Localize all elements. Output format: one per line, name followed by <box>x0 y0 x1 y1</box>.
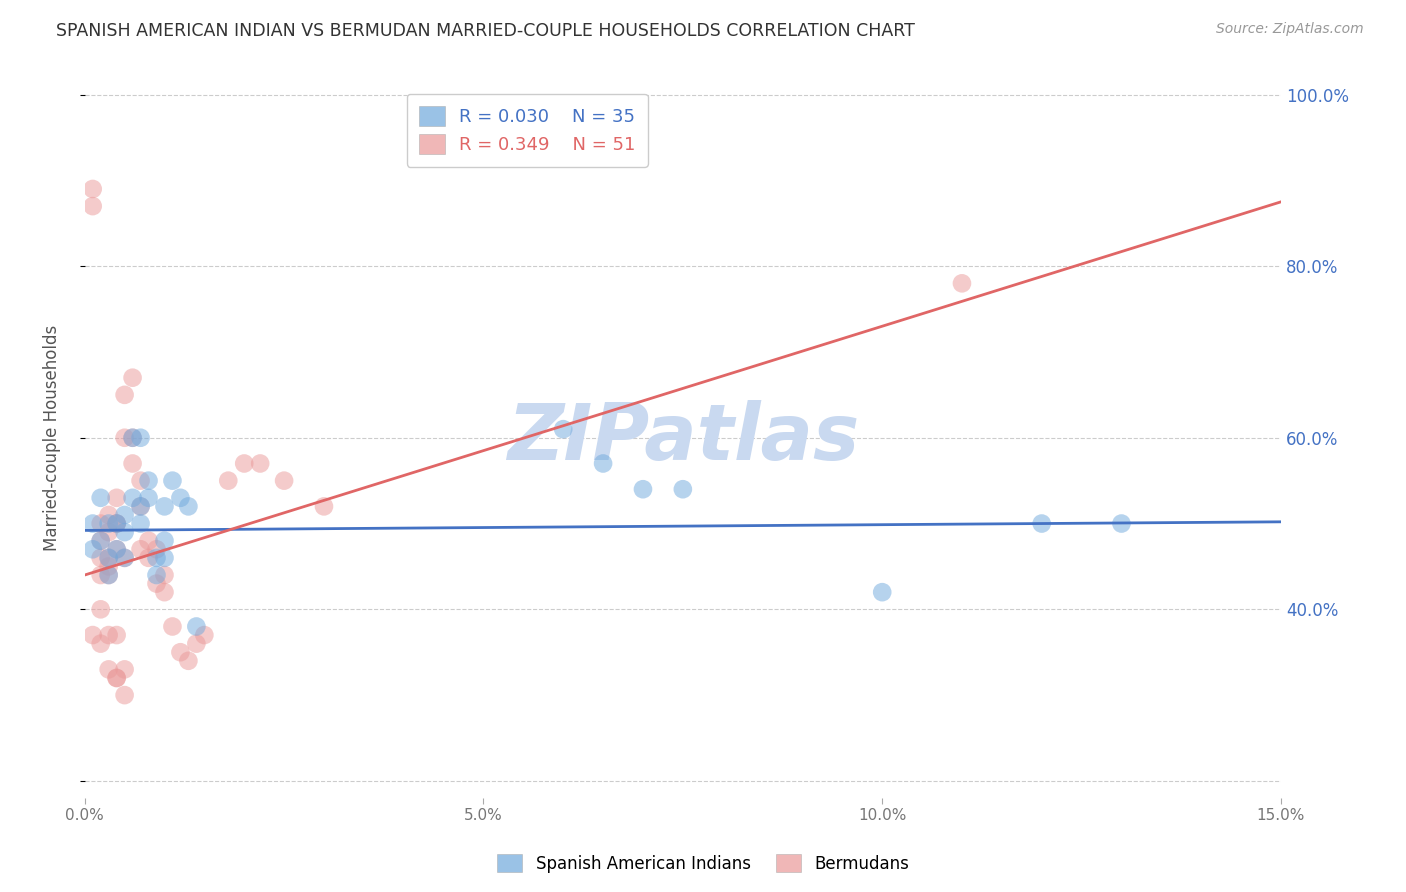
Point <box>97 550 120 565</box>
Point <box>105 516 128 531</box>
Point <box>153 550 176 565</box>
Point <box>97 628 120 642</box>
Text: ZIPatlas: ZIPatlas <box>506 400 859 475</box>
Point <box>129 500 152 514</box>
Point <box>97 559 120 574</box>
Point <box>90 550 112 565</box>
Point <box>129 542 152 557</box>
Point <box>97 662 120 676</box>
Point <box>90 602 112 616</box>
Point <box>82 199 104 213</box>
Point <box>121 491 143 505</box>
Point <box>145 542 167 557</box>
Text: Source: ZipAtlas.com: Source: ZipAtlas.com <box>1216 22 1364 37</box>
Point <box>273 474 295 488</box>
Point <box>153 500 176 514</box>
Point <box>217 474 239 488</box>
Point <box>186 637 208 651</box>
Point <box>82 542 104 557</box>
Point <box>177 654 200 668</box>
Point <box>1111 516 1133 531</box>
Point <box>153 533 176 548</box>
Legend: Spanish American Indians, Bermudans: Spanish American Indians, Bermudans <box>491 847 915 880</box>
Point <box>97 568 120 582</box>
Point <box>105 516 128 531</box>
Point <box>97 516 120 531</box>
Point <box>105 516 128 531</box>
Point <box>121 457 143 471</box>
Point <box>138 550 160 565</box>
Point <box>145 550 167 565</box>
Point <box>631 482 654 496</box>
Point <box>97 568 120 582</box>
Point <box>129 431 152 445</box>
Point <box>145 568 167 582</box>
Point <box>145 576 167 591</box>
Point <box>169 491 191 505</box>
Point <box>90 568 112 582</box>
Point <box>114 431 136 445</box>
Point <box>162 619 184 633</box>
Point <box>162 474 184 488</box>
Point <box>129 474 152 488</box>
Point <box>138 491 160 505</box>
Point <box>672 482 695 496</box>
Point <box>169 645 191 659</box>
Point <box>138 474 160 488</box>
Point <box>114 388 136 402</box>
Y-axis label: Married-couple Households: Married-couple Households <box>44 325 60 551</box>
Point <box>138 533 160 548</box>
Point <box>153 568 176 582</box>
Point <box>233 457 256 471</box>
Point <box>153 585 176 599</box>
Point <box>105 671 128 685</box>
Point <box>90 533 112 548</box>
Point <box>90 637 112 651</box>
Point <box>105 491 128 505</box>
Point <box>105 628 128 642</box>
Point <box>114 550 136 565</box>
Point <box>114 550 136 565</box>
Point <box>1031 516 1053 531</box>
Point <box>592 457 614 471</box>
Point <box>129 500 152 514</box>
Point <box>97 525 120 540</box>
Point <box>105 542 128 557</box>
Legend: R = 0.030    N = 35, R = 0.349    N = 51: R = 0.030 N = 35, R = 0.349 N = 51 <box>406 94 648 167</box>
Text: SPANISH AMERICAN INDIAN VS BERMUDAN MARRIED-COUPLE HOUSEHOLDS CORRELATION CHART: SPANISH AMERICAN INDIAN VS BERMUDAN MARR… <box>56 22 915 40</box>
Point <box>90 491 112 505</box>
Point <box>90 516 112 531</box>
Point <box>114 662 136 676</box>
Point <box>177 500 200 514</box>
Point <box>186 619 208 633</box>
Point <box>121 370 143 384</box>
Point <box>249 457 271 471</box>
Point <box>121 431 143 445</box>
Point <box>82 182 104 196</box>
Point <box>114 688 136 702</box>
Point <box>193 628 215 642</box>
Point <box>121 431 143 445</box>
Point <box>870 585 893 599</box>
Point <box>105 542 128 557</box>
Point <box>114 525 136 540</box>
Point <box>553 422 575 436</box>
Point <box>97 508 120 522</box>
Point <box>82 628 104 642</box>
Point <box>90 533 112 548</box>
Point <box>114 508 136 522</box>
Point <box>312 500 335 514</box>
Point <box>97 550 120 565</box>
Point <box>105 671 128 685</box>
Point <box>82 516 104 531</box>
Point <box>129 516 152 531</box>
Point <box>950 277 973 291</box>
